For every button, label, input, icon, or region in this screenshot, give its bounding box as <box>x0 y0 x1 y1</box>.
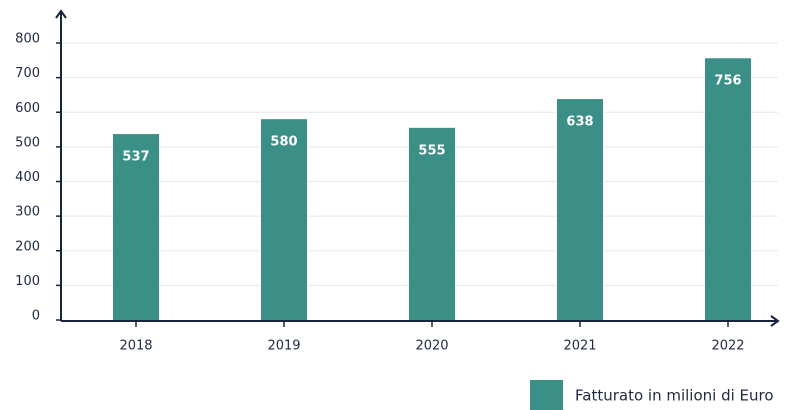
data-label: 580 <box>270 135 297 150</box>
y-tick-label: 300 <box>15 205 40 220</box>
y-tick-label: 0 <box>32 309 40 324</box>
y-tick-label: 800 <box>15 32 40 47</box>
y-tick-label: 200 <box>15 239 40 254</box>
y-tick-label: 700 <box>15 66 40 81</box>
y-tick-label: 400 <box>15 170 40 185</box>
bar <box>113 134 159 320</box>
data-label: 638 <box>566 115 593 130</box>
y-axis-arrow <box>55 9 67 19</box>
bar <box>557 99 603 320</box>
legend-label: Fatturato in milioni di Euro <box>575 387 774 405</box>
bar <box>261 119 307 320</box>
data-label: 756 <box>714 74 741 89</box>
legend-swatch <box>530 380 563 410</box>
data-label: 555 <box>418 143 445 158</box>
data-label: 537 <box>122 150 149 165</box>
x-tick-label: 2022 <box>711 339 744 354</box>
bar <box>409 127 455 320</box>
x-tick-label: 2019 <box>267 339 300 354</box>
bar <box>705 58 751 321</box>
x-tick-label: 2018 <box>119 339 152 354</box>
y-tick-label: 600 <box>15 101 40 116</box>
x-tick-label: 2020 <box>415 339 448 354</box>
x-axis-arrow <box>770 315 780 327</box>
x-tick-label: 2021 <box>563 339 596 354</box>
y-tick-label: 100 <box>15 274 40 289</box>
y-tick-label: 500 <box>15 135 40 150</box>
